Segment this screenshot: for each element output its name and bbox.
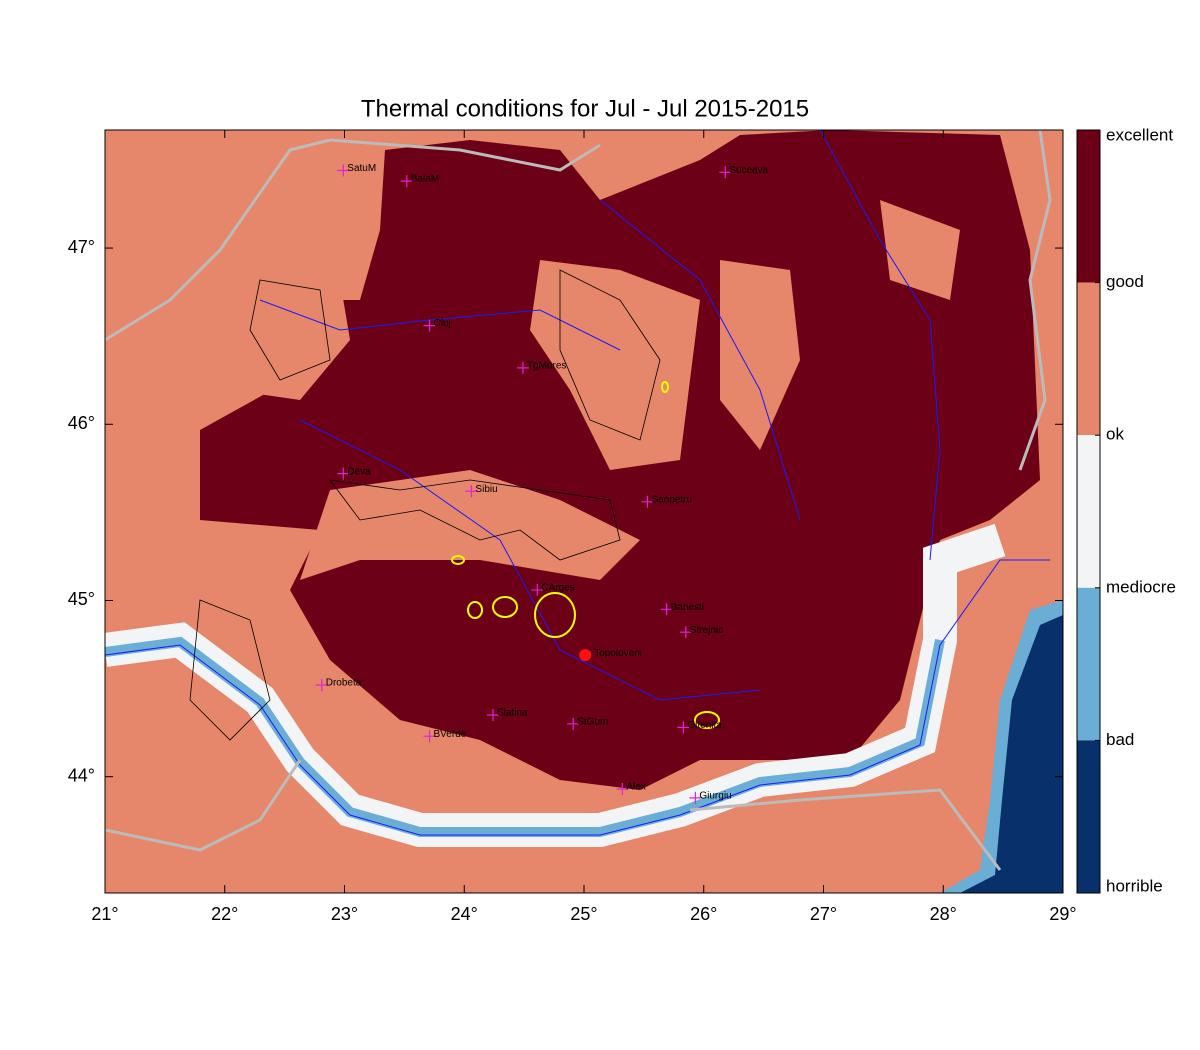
city-label: Deva (347, 466, 371, 477)
city-marker (516, 361, 529, 374)
y-tick-label: 46° (68, 413, 95, 433)
colorbar-swatch (1077, 435, 1100, 588)
x-tick-label: 24° (451, 904, 478, 924)
colorbar-label: excellent (1106, 125, 1173, 144)
city-marker (337, 164, 350, 177)
city-marker (400, 175, 413, 188)
city-label: Sanpetru (651, 494, 692, 505)
colorbar-frame (1076, 129, 1101, 894)
city-label: Sibiu (475, 484, 497, 495)
city-label: TgMures (527, 361, 566, 372)
city-label: Cluj (434, 318, 451, 329)
colorbar-label: bad (1106, 730, 1134, 749)
site-marker (579, 649, 592, 662)
city-label: BaiaM (411, 174, 439, 185)
city-label: Slatina (497, 708, 528, 719)
city-label: StGum (577, 716, 608, 727)
city-label: Alex (626, 782, 645, 793)
city-label: Drobeta (326, 678, 362, 689)
x-tick-label: 29° (1049, 904, 1076, 924)
map-raster (105, 130, 1063, 893)
city-label: Strejnic (690, 625, 723, 636)
city-marker (337, 467, 350, 480)
city-label: SatuM (347, 163, 376, 174)
colorbar-swatch (1077, 282, 1100, 436)
site-label: Topoloveni (594, 648, 642, 659)
city-marker (689, 791, 702, 804)
city-marker (641, 495, 654, 508)
city-marker (616, 783, 629, 796)
city-label: BVerde (434, 729, 467, 740)
city-label: Oltenita (687, 720, 722, 731)
y-tick-label: 47° (68, 237, 95, 257)
y-tick-label: 45° (68, 589, 95, 609)
city-marker (465, 485, 478, 498)
city-label: Giurgiu (699, 790, 731, 801)
x-tick-label: 21° (91, 904, 118, 924)
colorbar-label: good (1106, 272, 1144, 291)
city-marker (719, 166, 732, 179)
city-marker (423, 730, 436, 743)
city-marker (567, 717, 580, 730)
x-tick-label: 23° (331, 904, 358, 924)
x-tick-label: 26° (690, 904, 717, 924)
y-tick-label: 44° (68, 765, 95, 785)
city-label: Banesti (671, 602, 704, 613)
colorbar-swatch (1077, 740, 1100, 893)
city-marker (677, 721, 690, 734)
colorbar-swatch (1077, 587, 1100, 741)
city-marker (486, 709, 499, 722)
city-marker (423, 319, 436, 332)
city-label: CArges (541, 583, 574, 594)
x-tick-label: 22° (211, 904, 238, 924)
x-tick-label: 27° (810, 904, 837, 924)
colorbar-label: mediocre (1106, 577, 1176, 596)
city-marker (315, 679, 328, 692)
city-label: Suceava (729, 165, 768, 176)
map-title: Thermal conditions for Jul - Jul 2015-20… (361, 95, 809, 122)
colorbar-swatch (1077, 130, 1100, 283)
city-marker (660, 603, 673, 616)
city-marker (531, 583, 544, 596)
city-marker (679, 626, 692, 639)
x-tick-label: 28° (930, 904, 957, 924)
colorbar-label: ok (1106, 425, 1124, 444)
x-tick-label: 25° (570, 904, 597, 924)
colorbar-label: horrible (1106, 876, 1163, 895)
